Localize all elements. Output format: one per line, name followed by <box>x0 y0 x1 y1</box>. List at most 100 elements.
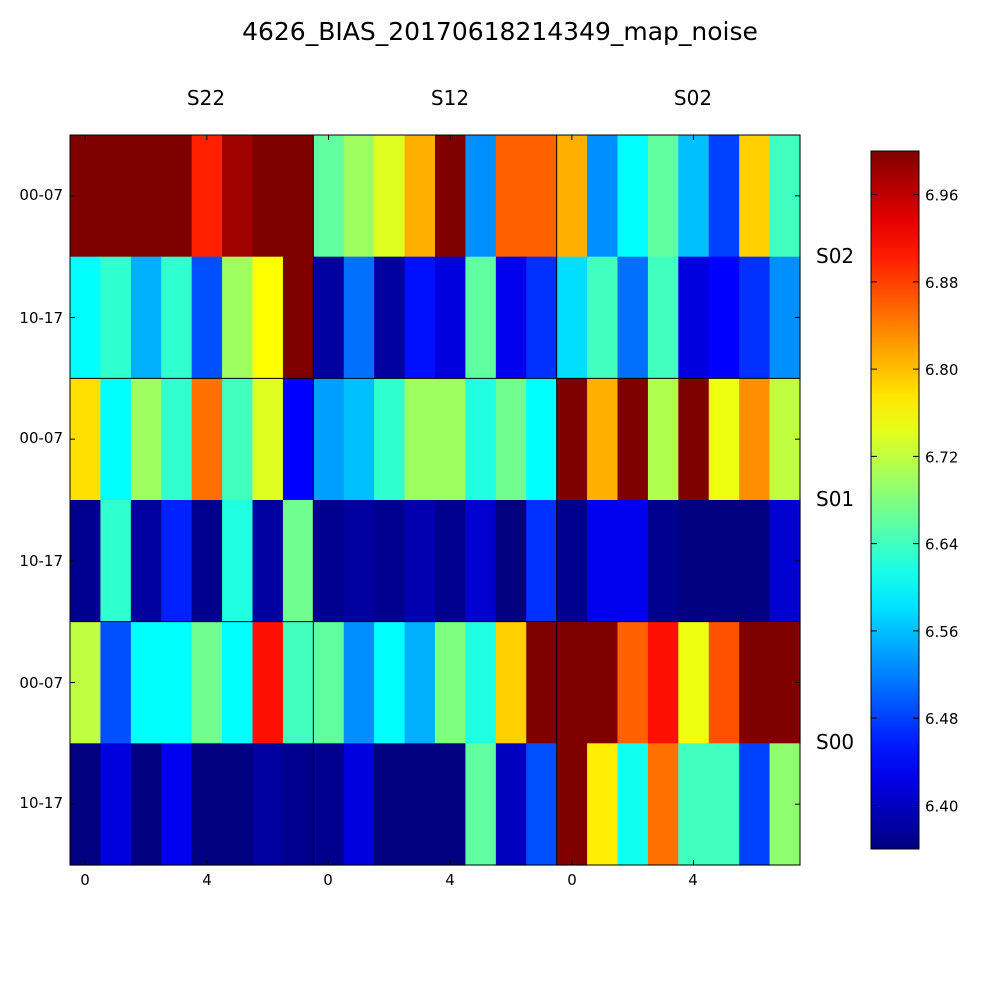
heatmap-cell <box>343 256 375 379</box>
heatmap-cell <box>647 500 679 623</box>
heatmap-cell <box>404 743 436 866</box>
row-tick-label-3: 10-17 <box>19 552 63 570</box>
heatmap-cell <box>252 256 284 379</box>
heatmap-cell <box>161 743 193 866</box>
heatmap-cell <box>404 621 436 744</box>
heatmap-cell <box>435 743 467 866</box>
heatmap-cell <box>374 135 406 258</box>
heatmap-cell <box>647 256 679 379</box>
x-tick-label-s22-0: 0 <box>80 871 90 889</box>
colorbar-tick-label: 6.48 <box>925 710 958 728</box>
heatmap-cell <box>191 621 223 744</box>
heatmap-cell <box>739 135 771 258</box>
heatmap-cell <box>739 256 771 379</box>
heatmap-cell <box>404 378 436 501</box>
heatmap-cell <box>161 500 193 623</box>
colorbar-ticks: 6.40 6.48 6.56 6.64 6.72 6.80 6.88 6.96 <box>871 187 958 815</box>
heatmap-cell <box>465 500 497 623</box>
heatmap-cell <box>70 256 102 379</box>
heatmap-cell <box>435 256 467 379</box>
colorbar-tick-label: 6.72 <box>925 448 958 466</box>
heatmap-cell <box>587 621 619 744</box>
heatmap-cell <box>313 743 345 866</box>
row-tick-label-1: 10-17 <box>19 309 63 327</box>
heatmap-cell <box>647 135 679 258</box>
heatmap-cell <box>70 743 102 866</box>
heatmap-cell <box>739 500 771 623</box>
x-tick-label-s12-0: 0 <box>323 871 333 889</box>
row-tick-label-2: 00-07 <box>19 429 63 447</box>
heatmap-cell <box>191 743 223 866</box>
heatmap-cell <box>708 135 740 258</box>
heatmap-cell <box>587 135 619 258</box>
column-group-label-1: S12 <box>431 86 469 110</box>
heatmap-cell <box>526 743 558 866</box>
heatmap-cell <box>222 743 254 866</box>
heatmap-cell <box>252 621 284 744</box>
heatmap-cell <box>100 621 132 744</box>
heatmap-cell <box>495 378 527 501</box>
heatmap-cell <box>70 500 102 623</box>
heatmap-cell <box>435 500 467 623</box>
heatmap-cell <box>282 621 314 744</box>
heatmap-cell <box>617 500 649 623</box>
x-tick-label-s02-4: 4 <box>688 871 698 889</box>
heatmap-cell <box>678 256 710 379</box>
heatmap-cell <box>495 621 527 744</box>
x-tick-label-s02-0: 0 <box>567 871 577 889</box>
heatmap-cell <box>130 256 162 379</box>
heatmap-cell <box>343 135 375 258</box>
heatmap-cell <box>587 500 619 623</box>
heatmap-cell <box>617 256 649 379</box>
heatmap-cell <box>647 743 679 866</box>
heatmap-cell <box>404 256 436 379</box>
row-group-label-2: S00 <box>816 730 854 754</box>
heatmap-cell <box>313 621 345 744</box>
heatmap-cell <box>100 378 132 501</box>
heatmap-cell <box>191 378 223 501</box>
heatmap-cell <box>465 256 497 379</box>
heatmap-cell <box>191 135 223 258</box>
heatmap-cell <box>130 743 162 866</box>
heatmap-cell <box>100 500 132 623</box>
panel-grid <box>69 134 801 866</box>
heatmap-cell <box>678 621 710 744</box>
heatmap-cell <box>708 743 740 866</box>
heatmap-cell <box>495 500 527 623</box>
x-tick-label-s12-4: 4 <box>445 871 455 889</box>
heatmap-cell <box>617 135 649 258</box>
heatmap-cell <box>282 378 314 501</box>
heatmap-cell <box>556 256 588 379</box>
heatmap-cell <box>556 743 588 866</box>
chart-title: 4626_BIAS_20170618214349_map_noise <box>242 17 758 46</box>
heatmap-cell <box>374 378 406 501</box>
heatmap-cell <box>374 743 406 866</box>
heatmap-cell <box>435 378 467 501</box>
heatmap-cell <box>465 378 497 501</box>
heatmap-cell <box>343 621 375 744</box>
heatmap-cell <box>495 743 527 866</box>
heatmap-cell <box>526 500 558 623</box>
row-tick-label-0: 00-07 <box>19 186 63 204</box>
heatmap-cell <box>495 256 527 379</box>
heatmap-cell <box>556 500 588 623</box>
heatmap-cell <box>130 500 162 623</box>
heatmap-cell <box>191 256 223 379</box>
colorbar <box>870 150 920 850</box>
row-tick-label-4: 00-07 <box>19 674 63 692</box>
heatmap-cell <box>70 621 102 744</box>
heatmap-cell <box>708 378 740 501</box>
heatmap-cell <box>617 743 649 866</box>
heatmap-cell <box>739 743 771 866</box>
colorbar-tick-label: 6.80 <box>925 361 958 379</box>
heatmap-cell <box>70 378 102 501</box>
heatmap-cell <box>374 256 406 379</box>
heatmap-cell <box>526 256 558 379</box>
heatmap-cell <box>313 500 345 623</box>
heatmap-cell <box>678 378 710 501</box>
heatmap-cell <box>161 256 193 379</box>
heatmap-cell <box>647 378 679 501</box>
heatmap-cell <box>343 743 375 866</box>
row-tick-label-5: 10-17 <box>19 794 63 812</box>
